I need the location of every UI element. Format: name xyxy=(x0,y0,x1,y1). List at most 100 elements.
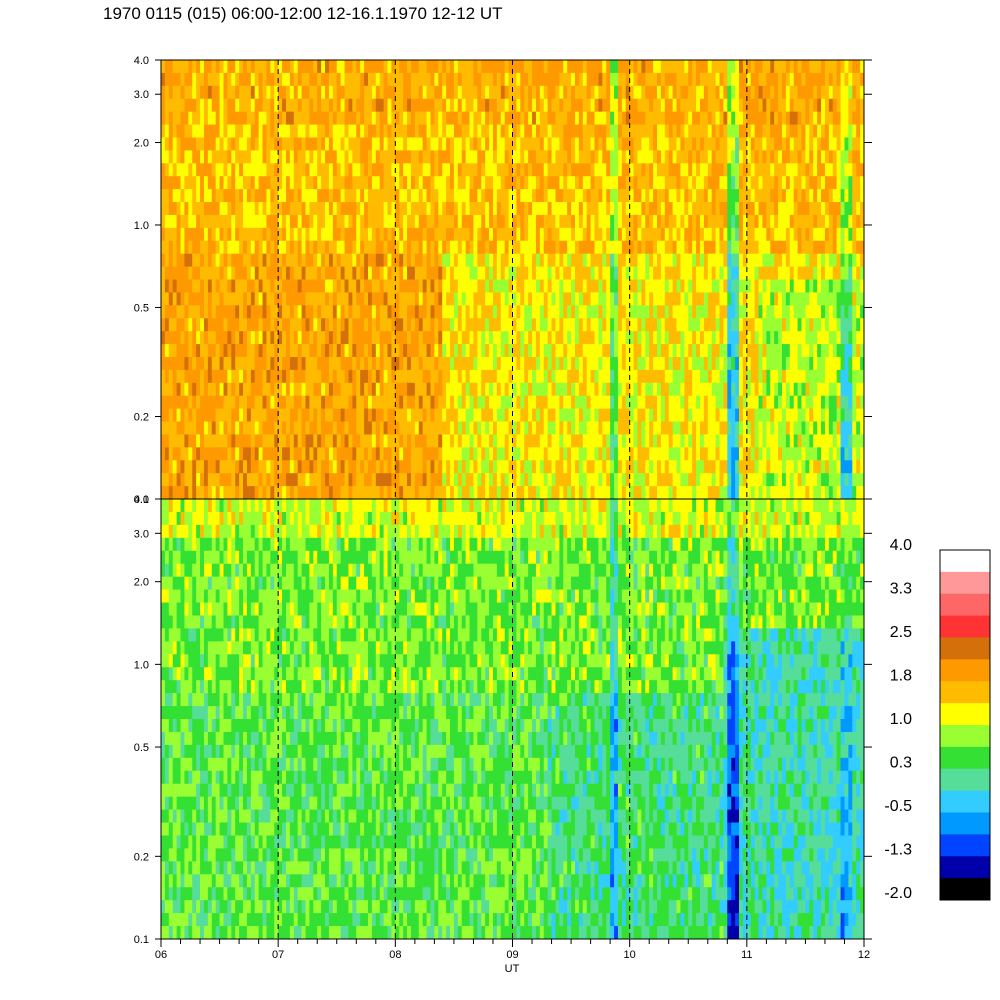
heatmap-cell xyxy=(629,176,635,190)
heatmap-cell xyxy=(239,460,244,474)
heatmap-cell xyxy=(567,266,572,281)
heatmap-cell xyxy=(574,163,580,177)
heatmap-cell xyxy=(336,189,342,203)
heatmap-cell xyxy=(348,163,353,177)
heatmap-cell xyxy=(672,111,678,126)
heatmap-cell xyxy=(270,305,275,319)
heatmap-cell xyxy=(660,395,666,410)
heatmap-cell xyxy=(551,253,557,268)
heatmap-cell xyxy=(461,98,467,113)
heatmap-cell xyxy=(614,240,619,255)
heatmap-cell xyxy=(543,163,549,177)
heatmap-cell xyxy=(297,214,303,229)
heatmap-cell xyxy=(715,111,721,126)
heatmap-cell xyxy=(352,395,357,410)
heatmap-cell xyxy=(520,72,525,87)
heatmap-cell xyxy=(590,447,596,461)
heatmap-cell xyxy=(645,111,650,126)
heatmap-cell xyxy=(664,356,670,371)
heatmap-cell xyxy=(446,382,451,397)
heatmap-cell xyxy=(317,253,322,268)
heatmap-cell xyxy=(508,421,514,436)
heatmap-cell xyxy=(574,382,580,397)
heatmap-cell xyxy=(438,85,443,100)
heatmap-cell xyxy=(379,163,385,177)
heatmap-cell xyxy=(492,163,498,177)
heatmap-cell xyxy=(723,111,728,126)
heatmap-cell xyxy=(598,460,603,474)
heatmap-cell xyxy=(278,137,283,151)
heatmap-cell xyxy=(590,356,596,371)
heatmap-cell xyxy=(235,434,240,448)
heatmap-cell xyxy=(719,369,724,384)
heatmap-cell xyxy=(383,137,389,151)
heatmap-cell xyxy=(422,111,428,126)
heatmap-cell xyxy=(551,85,557,100)
heatmap-cell xyxy=(203,305,209,319)
heatmap-cell xyxy=(657,137,662,151)
heatmap-cell xyxy=(582,486,588,499)
heatmap-cell xyxy=(184,369,189,384)
heatmap-cell xyxy=(407,137,412,151)
heatmap-cell xyxy=(508,318,514,332)
heatmap-cell xyxy=(699,318,705,332)
heatmap-cell xyxy=(508,395,514,410)
heatmap-cell xyxy=(223,486,228,499)
heatmap-cell xyxy=(211,163,217,177)
heatmap-cell xyxy=(539,202,545,216)
heatmap-cell xyxy=(180,279,186,294)
heatmap-cell xyxy=(723,395,728,410)
heatmap-cell xyxy=(371,214,377,229)
heatmap-cell xyxy=(325,279,330,294)
heatmap-cell xyxy=(586,421,592,436)
heatmap-cell xyxy=(282,227,287,242)
heatmap-cell xyxy=(668,331,674,345)
heatmap-cell xyxy=(559,266,564,281)
heatmap-cell xyxy=(535,486,541,499)
heatmap-cell xyxy=(719,214,724,229)
heatmap-cell xyxy=(282,395,287,410)
heatmap-cell xyxy=(532,98,537,113)
heatmap-cell xyxy=(203,176,209,190)
heatmap-cell xyxy=(707,318,713,332)
heatmap-cell xyxy=(614,176,619,190)
heatmap-cell xyxy=(317,266,322,281)
heatmap-cell xyxy=(403,434,408,448)
heatmap-cell xyxy=(367,176,373,190)
heatmap-cell xyxy=(289,163,295,177)
heatmap-cell xyxy=(289,460,295,474)
heatmap-cell xyxy=(231,98,236,113)
heatmap-cell xyxy=(699,202,705,216)
heatmap-cell xyxy=(164,305,170,319)
heatmap-cell xyxy=(555,447,560,461)
heatmap-cell xyxy=(340,331,346,345)
heatmap-cell xyxy=(617,473,623,487)
heatmap-cell xyxy=(305,72,311,87)
heatmap-cell xyxy=(317,447,322,461)
heatmap-cell xyxy=(555,124,560,139)
heatmap-cell xyxy=(301,447,307,461)
heatmap-cell xyxy=(407,202,412,216)
heatmap-cell xyxy=(489,369,494,384)
heatmap-cell xyxy=(266,447,271,461)
heatmap-cell xyxy=(715,292,721,306)
heatmap-cell xyxy=(285,344,291,358)
heatmap-cell xyxy=(574,369,580,384)
heatmap-cell xyxy=(352,344,357,358)
heatmap-cell xyxy=(461,85,467,100)
heatmap-cell xyxy=(496,292,502,306)
heatmap-cell xyxy=(410,305,416,319)
heatmap-cell xyxy=(645,408,650,423)
heatmap-cell xyxy=(371,434,377,448)
heatmap-cell xyxy=(602,305,607,319)
heatmap-cell xyxy=(407,344,412,358)
heatmap-cell xyxy=(539,331,545,345)
heatmap-cell xyxy=(207,176,213,190)
heatmap-cell xyxy=(289,137,295,151)
heatmap-cell xyxy=(629,253,635,268)
heatmap-cell xyxy=(539,176,545,190)
heatmap-cell xyxy=(395,150,400,164)
heatmap-cell xyxy=(731,279,736,294)
heatmap-cell xyxy=(450,369,455,384)
heatmap-cell xyxy=(696,150,701,164)
